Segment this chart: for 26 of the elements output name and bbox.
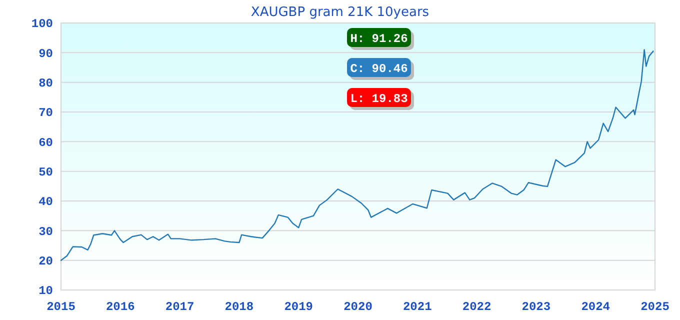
x-tick-label: 2024 [581, 300, 610, 314]
y-tick-label: 80 [38, 76, 53, 91]
annotation: H: 91.26 [350, 32, 408, 46]
y-tick-label: 60 [38, 136, 53, 150]
x-tick-label: 2015 [46, 300, 76, 314]
y-tick-label: 90 [38, 46, 53, 61]
line-series [60, 49, 654, 261]
annotation: C: 90.46 [350, 62, 408, 76]
y-tick-label: 70 [38, 106, 53, 120]
x-tick-label: 2021 [402, 300, 432, 314]
x-tick-label: 2018 [224, 300, 254, 314]
y-tick-label: 10 [38, 284, 53, 298]
y-tick-label: 50 [38, 166, 53, 180]
x-tick-label: 2017 [165, 300, 194, 314]
x-tick-label: 2023 [522, 300, 551, 314]
x-tick-label: 2019 [284, 300, 314, 314]
x-tick-label: 2022 [462, 300, 492, 314]
y-tick-label: 20 [38, 254, 53, 269]
chart-title: XAUGBP gram 21K 10years [250, 5, 430, 20]
y-tick-label: 30 [38, 224, 53, 239]
x-tick-label: 2016 [106, 300, 135, 314]
x-tick-label: 2020 [344, 300, 372, 314]
y-tick-label: 40 [38, 195, 53, 210]
annotation: L: 19.83 [350, 92, 408, 106]
y-tick-label: 100 [31, 17, 53, 32]
x-tick-label: 2025 [640, 300, 670, 314]
